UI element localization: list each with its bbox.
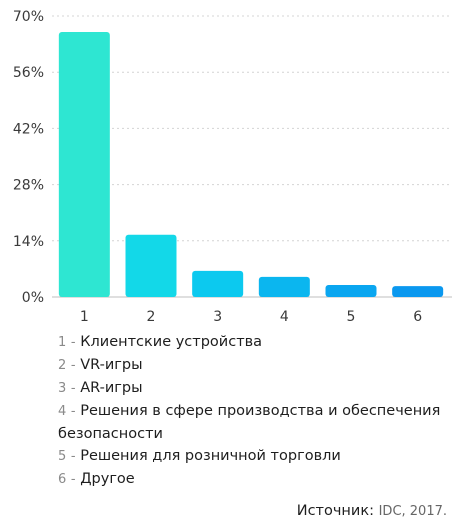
legend-number: 6 bbox=[58, 472, 67, 487]
y-tick-label: 0% bbox=[22, 290, 44, 306]
legend-item-6: 6 - Другое bbox=[58, 468, 453, 491]
legend-number: 3 bbox=[58, 381, 67, 396]
legend-number: 4 bbox=[58, 404, 67, 419]
legend-separator: - bbox=[70, 381, 76, 396]
legend-number: 5 bbox=[58, 449, 67, 464]
bar-4 bbox=[258, 276, 310, 297]
legend-label: Другое bbox=[80, 471, 135, 487]
gridlines bbox=[52, 15, 452, 298]
bars bbox=[58, 32, 444, 298]
legend-number: 1 bbox=[58, 335, 67, 350]
legend-separator: - bbox=[70, 335, 76, 350]
legend-number: 2 bbox=[58, 358, 67, 373]
y-tick-label: 28% bbox=[13, 178, 44, 194]
bar-2 bbox=[125, 234, 177, 297]
y-tick-label: 56% bbox=[13, 65, 44, 81]
category-legend: 1 - Клиентские устройства 2 - VR-игры 3 … bbox=[58, 331, 453, 491]
x-axis-ticks: 1 2 3 4 5 6 bbox=[80, 309, 422, 325]
legend-separator: - bbox=[70, 449, 76, 464]
legend-item-1: 1 - Клиентские устройства bbox=[58, 331, 453, 354]
bar-3 bbox=[192, 270, 244, 297]
bar-1 bbox=[58, 32, 110, 298]
legend-item-4: 4 - Решения в сфере производства и обесп… bbox=[58, 400, 453, 445]
x-tick-label: 6 bbox=[413, 309, 422, 325]
legend-label: Клиентские устройства bbox=[80, 334, 263, 350]
y-tick-label: 14% bbox=[13, 234, 44, 250]
source-note: Источник: IDC, 2017. bbox=[297, 503, 447, 519]
legend-label: AR-игры bbox=[80, 380, 143, 396]
legend-separator: - bbox=[70, 472, 76, 487]
legend-label: Решения в сфере производства и обеспечен… bbox=[58, 403, 441, 442]
x-tick-label: 3 bbox=[213, 309, 222, 325]
bar-5 bbox=[325, 284, 377, 297]
legend-item-5: 5 - Решения для розничной торговли bbox=[58, 445, 453, 468]
legend-label: Решения для розничной торговли bbox=[80, 448, 341, 464]
y-tick-label: 70% bbox=[13, 9, 44, 25]
legend-item-2: 2 - VR-игры bbox=[58, 354, 453, 377]
bar-6 bbox=[392, 286, 444, 297]
y-tick-label: 42% bbox=[13, 121, 44, 137]
legend-item-3: 3 - AR-игры bbox=[58, 377, 453, 400]
x-tick-label: 4 bbox=[280, 309, 289, 325]
source-value: IDC, 2017. bbox=[378, 504, 447, 519]
x-tick-label: 1 bbox=[80, 309, 89, 325]
x-tick-label: 2 bbox=[147, 309, 156, 325]
source-label: Источник: bbox=[296, 503, 374, 519]
legend-label: VR-игры bbox=[80, 357, 143, 373]
legend-separator: - bbox=[70, 404, 76, 419]
y-axis-ticks: 0% 14% 28% 42% 56% 70% bbox=[13, 9, 44, 306]
x-tick-label: 5 bbox=[347, 309, 356, 325]
legend-separator: - bbox=[70, 358, 76, 373]
bar-chart: 0% 14% 28% 42% 56% 70% 1 2 3 4 5 6 bbox=[13, 9, 452, 325]
